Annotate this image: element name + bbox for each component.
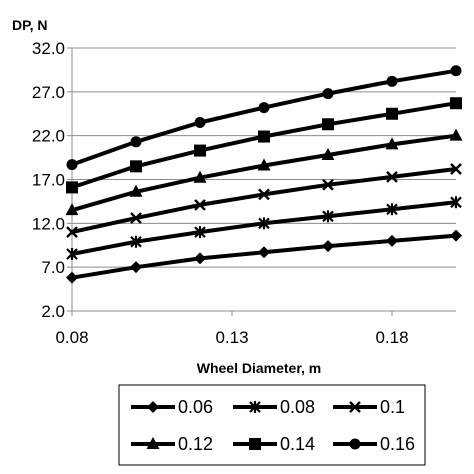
legend-item: 0.08 [233,397,315,417]
data-point [66,271,78,284]
data-point [322,240,334,253]
data-point [130,160,142,173]
legend-marker [249,401,261,413]
data-point [385,137,399,150]
data-point [386,203,398,216]
data-point [129,184,143,197]
data-point [65,203,79,216]
data-point [322,178,334,191]
legend-marker [249,438,261,450]
data-point [450,196,462,209]
data-point [322,118,334,131]
series-group [65,65,463,284]
data-point [194,117,206,129]
data-point [258,188,270,201]
data-point [450,229,462,242]
series-0.08 [66,196,462,261]
y-axis-title: DP, N [12,17,48,33]
x-tick-label: 0.08 [55,328,88,347]
data-point [386,107,398,120]
data-point [450,163,462,175]
data-point [193,170,207,183]
x-tick-label: 0.18 [375,328,408,347]
data-point [258,217,270,230]
legend-marker [349,438,361,450]
data-point [130,261,142,274]
data-point [449,128,463,141]
data-point [130,212,142,224]
data-point [257,158,271,171]
series-line [71,133,457,213]
data-point [386,171,398,183]
legend-item: 0.06 [131,397,213,417]
data-point [321,147,335,160]
legend-label: 0.14 [280,434,315,454]
legend-label: 0.16 [380,434,415,454]
legend-label: 0.08 [280,397,315,417]
data-point [66,226,78,238]
x-tick-label: 0.13 [215,328,248,347]
x-axis-title: Wheel Diameter, m [197,360,322,376]
data-point [386,234,398,247]
y-tick-label: 17.0 [32,171,65,190]
legend-label: 0.1 [380,397,405,417]
y-tick-label: 7.0 [41,258,65,277]
y-tick-label: 2.0 [41,302,65,321]
legend-marker [349,401,361,413]
y-tick-label: 22.0 [32,127,65,146]
data-point [450,65,462,77]
y-tick-label: 12.0 [32,214,65,233]
y-tick-label: 32.0 [32,39,65,58]
legend-label: 0.12 [178,434,213,454]
data-point [66,159,78,171]
data-point [194,144,206,157]
series-0.06 [66,229,462,284]
data-point [130,136,142,148]
legend-label: 0.06 [178,397,213,417]
series-0.14 [66,97,462,194]
data-point [258,130,270,143]
y-tick-label: 27.0 [32,83,65,102]
legend-item: 0.12 [131,434,213,454]
legend-item: 0.1 [333,397,405,417]
series-0.1 [66,163,462,238]
legend-marker [146,437,160,449]
axes [67,47,456,316]
legend-item: 0.16 [333,434,415,454]
series-0.12 [65,128,463,216]
data-point [322,88,334,100]
legend-item: 0.14 [233,434,315,454]
data-point [258,102,270,114]
data-point [66,248,78,261]
data-point [258,246,270,259]
data-point [194,199,206,211]
legend-marker [147,401,159,413]
gridlines [72,47,456,268]
series-0.16 [66,65,462,171]
legend: 0.06 0.08 0.1 0.12 0.14 0.16 [131,397,415,454]
data-point [194,252,206,265]
x-tick-labels: 0.08 0.13 0.18 [55,328,408,347]
data-point [194,226,206,239]
y-tick-labels: 2.0 7.0 12.0 17.0 22.0 27.0 32.0 [32,39,65,321]
data-point [66,181,78,194]
data-point [450,97,462,110]
legend-box [118,384,426,466]
series-line [71,68,457,167]
data-point [322,210,334,223]
data-point [130,235,142,248]
data-point [386,75,398,87]
